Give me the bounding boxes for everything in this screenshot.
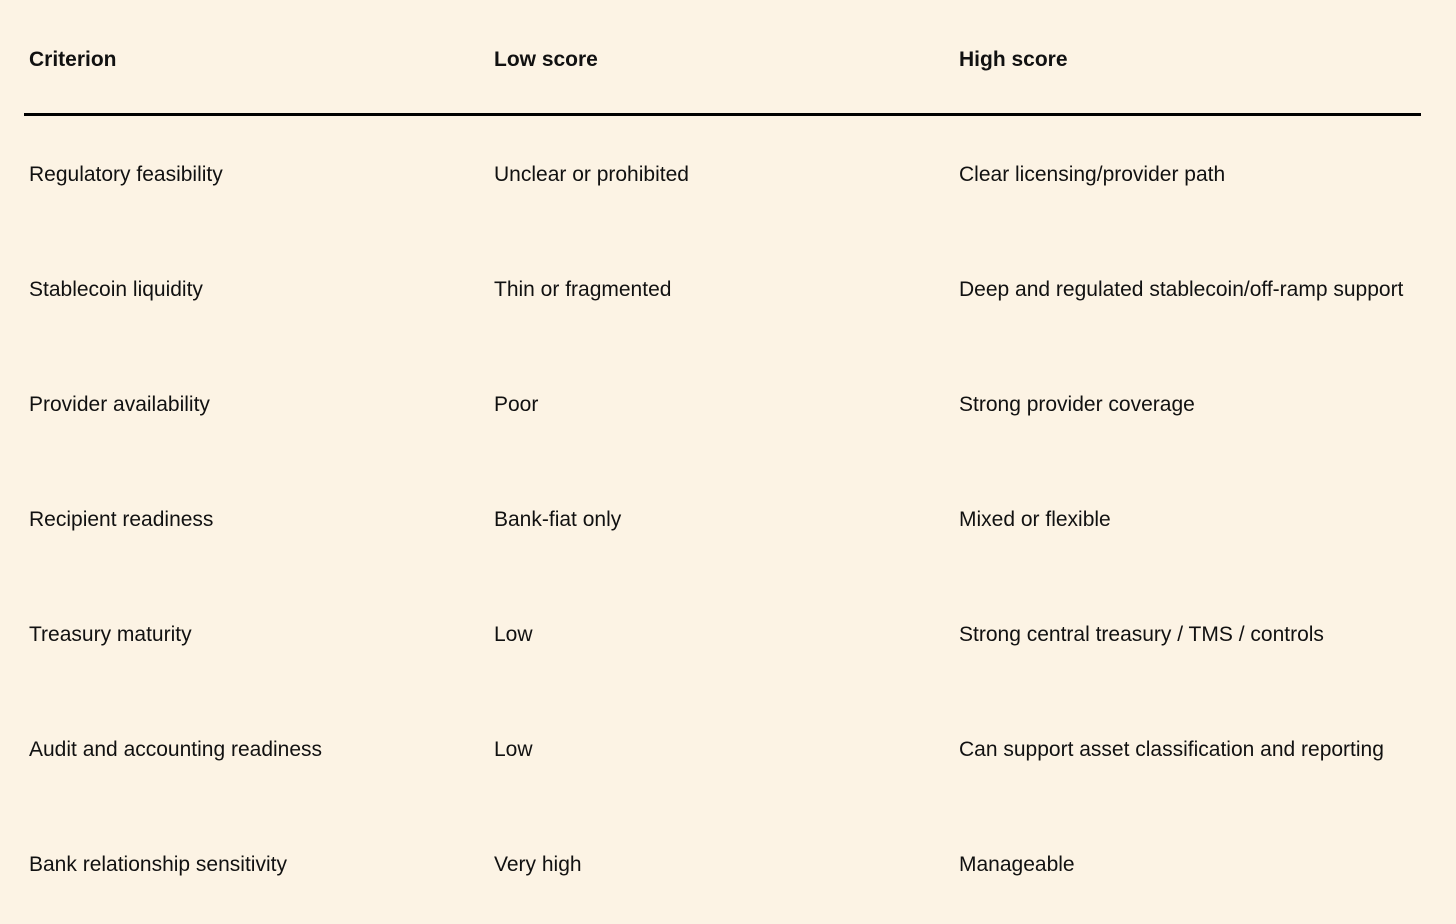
table-cell: Stablecoin liquidity xyxy=(29,278,203,301)
table-cell: Low xyxy=(494,623,533,646)
table-row: Regulatory feasibility Unclear or prohibi… xyxy=(0,118,1456,233)
table-cell: Low xyxy=(494,738,533,761)
table-cell: Audit and accounting readiness xyxy=(29,738,323,761)
header-cell: Criterion xyxy=(29,47,117,71)
table-row: Provider availability Poor Strong provider… xyxy=(0,348,1456,463)
table-row: Stablecoin liquidity Thin or fragmented De… xyxy=(0,233,1456,348)
table-cell: Deep and regulated stablecoin/off-ramp s… xyxy=(959,278,1404,301)
table-cell: Recipient readiness xyxy=(29,508,214,531)
table-cell: Strong provider coverage xyxy=(959,393,1195,416)
table-cell: Poor xyxy=(494,393,539,416)
table-cell: Bank-fiat only xyxy=(494,508,622,531)
header-cell: High score xyxy=(959,47,1068,71)
table-cell: Bank relationship sensitivity xyxy=(29,853,287,876)
table-cell: Clear licensing/provider path xyxy=(959,163,1226,186)
table-cell: Can support asset classification and rep… xyxy=(959,738,1384,761)
table-row: Audit and accounting readiness Low Can sup… xyxy=(0,693,1456,808)
table-cell: Thin or fragmented xyxy=(494,278,672,301)
table-cell: Provider availability xyxy=(29,393,210,416)
table-cell: Regulatory feasibility xyxy=(29,163,223,186)
table-row: Bank relationship sensitivity Very high Ma… xyxy=(0,808,1456,923)
table-row: Recipient readiness Bank-fiat only Mixed o… xyxy=(0,463,1456,578)
header-row: Criterion Low score High score xyxy=(0,2,1456,117)
table-cell: Mixed or flexible xyxy=(959,508,1111,531)
table-cell: Treasury maturity xyxy=(29,623,192,646)
header-cell: Low score xyxy=(494,47,598,71)
table-cell: Very high xyxy=(494,853,582,876)
table-cell: Strong central treasury / TMS / controls xyxy=(959,623,1324,646)
table-cell: Manageable xyxy=(959,853,1075,876)
header-rule xyxy=(24,113,1421,116)
table-row: Treasury maturity Low Strong central treas… xyxy=(0,578,1456,693)
table-cell: Unclear or prohibited xyxy=(494,163,689,186)
